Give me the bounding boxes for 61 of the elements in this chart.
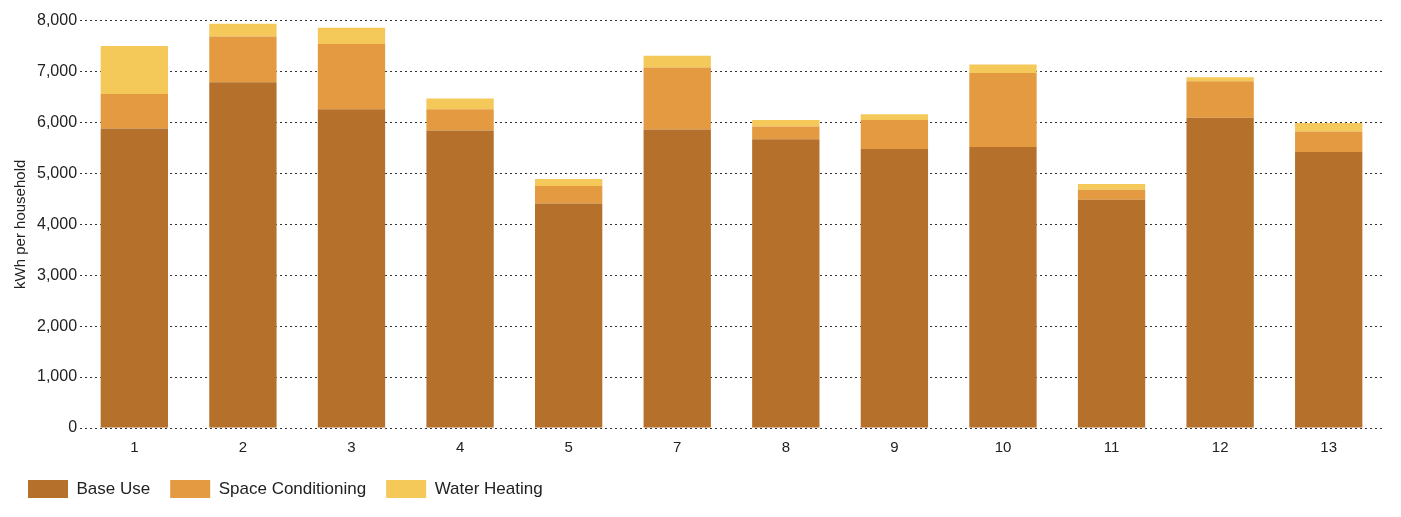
x-tick-label: 8 <box>781 438 790 456</box>
bar <box>752 126 820 140</box>
bar <box>860 119 929 149</box>
bar <box>426 98 494 110</box>
bar <box>1077 189 1146 200</box>
bar <box>100 93 168 129</box>
x-tick-label: 9 <box>890 438 899 456</box>
bar <box>969 64 1037 74</box>
x-tick-label: 13 <box>1320 438 1338 456</box>
y-tick-label: 1,000 <box>36 367 78 385</box>
legend-label: Space Conditioning <box>218 478 367 498</box>
y-tick-label: 8,000 <box>36 11 78 29</box>
bar <box>317 27 386 45</box>
bar <box>752 139 820 428</box>
y-tick-label: 4,000 <box>36 214 78 232</box>
bar <box>1295 151 1363 428</box>
x-tick-label: 3 <box>347 438 356 456</box>
bar <box>317 109 386 428</box>
y-tick-label: 0 <box>68 418 78 436</box>
bar <box>643 55 711 68</box>
y-tick-label: 3,000 <box>36 265 78 283</box>
bar <box>100 128 168 428</box>
x-tick-label: 11 <box>1103 438 1120 456</box>
x-tick-label: 2 <box>238 438 248 456</box>
legend-label: Base Use <box>76 478 151 498</box>
bar <box>1295 131 1363 152</box>
x-tick-label: 4 <box>455 438 465 456</box>
y-tick-label: 5,000 <box>36 163 78 181</box>
bar <box>209 23 277 37</box>
bar <box>1186 81 1254 118</box>
bar <box>860 148 929 428</box>
bar <box>534 186 603 204</box>
y-tick-label: 2,000 <box>36 316 78 334</box>
bar <box>209 82 277 428</box>
x-tick-label: 1 <box>130 438 139 456</box>
bar <box>969 73 1037 147</box>
x-tick-label: 12 <box>1211 438 1229 456</box>
y-axis-title: kWh per household <box>11 159 29 289</box>
bar <box>1077 184 1146 190</box>
bar <box>426 109 494 131</box>
bar <box>752 119 820 127</box>
bar <box>317 44 386 110</box>
y-tick-label: 7,000 <box>36 61 78 79</box>
bar <box>534 178 603 187</box>
bar <box>969 146 1037 428</box>
bar <box>1186 117 1254 428</box>
bar <box>209 36 277 83</box>
bar <box>1186 77 1254 82</box>
bar <box>100 46 168 94</box>
bar <box>1295 122 1363 132</box>
x-tick-label: 7 <box>673 438 682 456</box>
bar <box>643 67 711 130</box>
bar <box>1077 199 1146 428</box>
x-tick-label: 10 <box>994 438 1012 456</box>
bar <box>426 130 494 428</box>
bar <box>860 114 929 120</box>
bar <box>534 203 603 428</box>
y-tick-label: 6,000 <box>36 112 78 130</box>
legend-label: Water Heating <box>434 478 543 498</box>
x-tick-label: 5 <box>564 438 573 456</box>
bar <box>643 129 711 428</box>
